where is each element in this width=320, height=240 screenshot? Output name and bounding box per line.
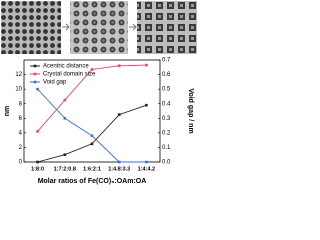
point <box>63 116 67 120</box>
y-tick-label: 0 <box>19 160 23 166</box>
y-axis-label: nm <box>4 106 11 117</box>
tem-image <box>137 1 197 54</box>
legend-swatch <box>33 72 37 76</box>
arrow <box>62 23 70 31</box>
y-tick-label: 10 <box>15 87 22 93</box>
y2-tick-label: 0.5 <box>162 87 171 93</box>
point <box>63 153 67 157</box>
point <box>117 64 121 68</box>
tem-image <box>1 1 61 54</box>
point <box>145 63 148 67</box>
point <box>117 113 121 116</box>
legend-label: Crystal domain size <box>43 72 96 78</box>
point <box>90 68 94 71</box>
figure: Molar ratios of Fe(CO)₅:OAm:OA nm Void g… <box>1 1 197 185</box>
x-tick-label: 1:7:2:0.8 <box>54 166 76 172</box>
point <box>36 87 39 91</box>
arrow <box>129 23 137 31</box>
tem-image <box>70 1 128 54</box>
legend-label: Void gap <box>43 80 67 86</box>
x-tick-label: 1:4:4.2 <box>138 166 155 172</box>
legend-label: Acentric distance <box>43 64 89 70</box>
x-tick-label: 1:6:2:1 <box>83 166 101 172</box>
y2-tick-label: 0.4 <box>162 101 171 107</box>
x-tick-label: 1:4.8:3.3 <box>108 166 130 172</box>
y-tick-label: 12 <box>15 72 22 78</box>
point <box>63 98 67 102</box>
point <box>145 160 148 164</box>
point <box>36 130 39 133</box>
plot-frame <box>23 59 161 163</box>
y-tick-label: 2 <box>19 145 23 151</box>
y2-tick-label: 0.6 <box>162 72 171 78</box>
x-tick-label: 1:8:0 <box>31 166 44 172</box>
y2-axis-label: Void gap / nm <box>187 88 194 133</box>
y2-tick-label: 0.1 <box>162 145 171 151</box>
page: {"chart_data": {"type": "line", "xlabel"… <box>1 1 197 185</box>
legend-swatch <box>33 64 37 68</box>
series-line <box>37 88 147 163</box>
legend-swatch <box>33 80 37 84</box>
point <box>90 134 94 138</box>
y-tick-label: 6 <box>19 116 23 122</box>
y-tick-label: 8 <box>19 101 23 107</box>
y2-tick-label: 0.3 <box>162 116 171 122</box>
y-tick-label: 4 <box>19 130 23 136</box>
y2-tick-label: 0.7 <box>162 58 171 64</box>
point <box>117 160 121 164</box>
y2-tick-label: 0.0 <box>162 160 171 166</box>
point <box>145 103 148 107</box>
point <box>36 160 39 164</box>
series-line <box>37 104 147 163</box>
y2-tick-label: 0.2 <box>162 130 171 136</box>
point <box>90 142 94 146</box>
x-axis-label: Molar ratios of Fe(CO)₅:OAm:OA <box>38 178 147 185</box>
